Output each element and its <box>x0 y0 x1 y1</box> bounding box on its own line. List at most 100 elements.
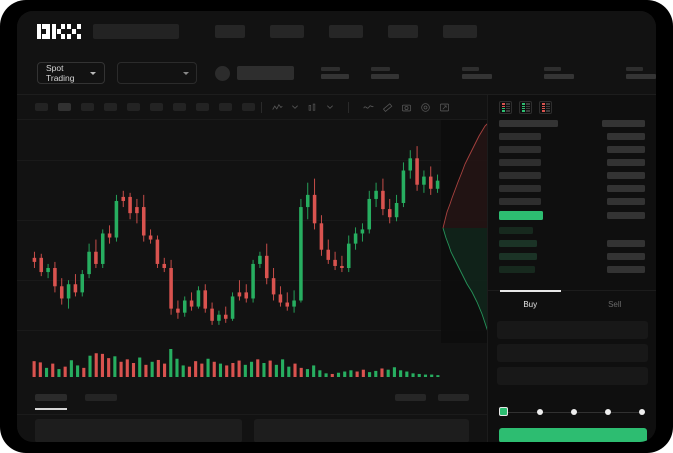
timeframe-5[interactable] <box>127 103 140 111</box>
okx-logo-icon[interactable] <box>37 24 81 39</box>
submit-buy-button[interactable] <box>499 428 647 442</box>
price-chart[interactable] <box>17 120 487 388</box>
gridline <box>17 330 487 331</box>
orderbook-bid-row[interactable] <box>499 227 533 234</box>
tab-buy[interactable]: Buy <box>488 290 573 318</box>
order-amount-field[interactable] <box>497 344 648 362</box>
market-header: Spot Trading <box>17 52 656 95</box>
orderbook-asks-icon[interactable] <box>539 101 552 114</box>
orders-actions <box>395 394 469 401</box>
orderbook-both-icon[interactable] <box>499 101 512 114</box>
orders-tabs <box>35 394 117 401</box>
orderbook-ask-row[interactable] <box>499 146 541 153</box>
order-total-field[interactable] <box>497 367 648 385</box>
orderbook-mode-selector <box>488 95 656 114</box>
nav-item-5[interactable] <box>442 25 477 38</box>
nav-item-4[interactable] <box>387 25 418 38</box>
orderbook-ask-row[interactable] <box>499 198 541 205</box>
orderbook-bid-row[interactable] <box>499 253 537 260</box>
stat-label <box>371 66 390 72</box>
orderbook-header-left <box>499 120 558 127</box>
orders-action-1[interactable] <box>395 394 426 401</box>
slider-stop-75[interactable] <box>605 409 611 415</box>
depth-chart-overlay <box>441 120 493 343</box>
orders-tab-1[interactable] <box>35 394 67 401</box>
timeframe-6[interactable] <box>150 103 163 111</box>
orderbook-size-row[interactable] <box>607 146 645 153</box>
market-stats-far <box>462 66 656 80</box>
timeframe-4[interactable] <box>104 103 117 111</box>
settings-icon[interactable] <box>420 102 431 113</box>
stat-value <box>626 74 656 80</box>
orderbook-ask-row[interactable] <box>499 185 541 192</box>
camera-icon[interactable] <box>401 102 412 113</box>
trading-pair-dropdown[interactable] <box>117 62 197 84</box>
coin-icon <box>215 65 230 81</box>
slider-stop-100[interactable] <box>639 409 645 415</box>
active-tab-underline <box>35 408 67 410</box>
nav-item-2[interactable] <box>269 25 304 38</box>
order-form-fields <box>488 321 656 390</box>
timeframe-8[interactable] <box>196 103 209 111</box>
orders-tab-2[interactable] <box>85 394 117 401</box>
nav-item-3[interactable] <box>328 25 363 38</box>
timeframe-2[interactable] <box>58 103 71 111</box>
slider-handle[interactable] <box>499 407 508 416</box>
orderbook-ask-row[interactable] <box>499 133 541 140</box>
orderbook-size-row[interactable] <box>607 185 645 192</box>
slider-stop-50[interactable] <box>571 409 577 415</box>
orderbook-size-row[interactable] <box>607 212 645 219</box>
orders-card-2[interactable] <box>254 419 469 442</box>
chart-type-icon[interactable] <box>307 102 318 113</box>
chevron-down-icon[interactable] <box>291 103 299 111</box>
orderbook-size-row[interactable] <box>607 172 645 179</box>
search-input[interactable] <box>92 24 179 39</box>
wave-icon[interactable] <box>363 102 374 113</box>
orderbook-size-row[interactable] <box>607 133 645 140</box>
orderbook-bid-row[interactable] <box>499 240 537 247</box>
top-navigation-bar <box>17 11 656 52</box>
orderbook-size-row[interactable] <box>607 159 645 166</box>
timeframe-3[interactable] <box>81 103 94 111</box>
ruler-icon[interactable] <box>382 102 393 113</box>
toolbar-divider <box>261 101 262 113</box>
orderbook-size-row[interactable] <box>607 198 645 205</box>
screen: Spot Trading <box>17 11 656 442</box>
stat-value <box>544 74 574 80</box>
orders-panel <box>17 388 487 442</box>
fullscreen-icon[interactable] <box>439 102 450 113</box>
last-price <box>237 66 294 80</box>
timeframe-1[interactable] <box>35 103 48 111</box>
gridline <box>17 160 487 161</box>
stat-group-3 <box>462 66 492 80</box>
orderbook-size-row[interactable] <box>607 240 645 247</box>
indicators-icon[interactable] <box>272 102 283 113</box>
stat-group-1 <box>321 66 349 80</box>
nav-item-1[interactable] <box>214 25 245 38</box>
orderbook-size-row[interactable] <box>607 266 645 273</box>
slider-stop-25[interactable] <box>537 409 543 415</box>
timeframe-7[interactable] <box>173 103 186 111</box>
orderbook-bids-icon[interactable] <box>519 101 532 114</box>
orders-card-1[interactable] <box>35 419 243 442</box>
market-type-dropdown[interactable]: Spot Trading <box>37 62 106 84</box>
chart-toolbar <box>17 95 487 120</box>
order-price-field[interactable] <box>497 321 648 339</box>
gridline <box>17 220 487 221</box>
orderbook-ask-row[interactable] <box>499 172 541 179</box>
orderbook-size-row[interactable] <box>607 253 645 260</box>
orderbook-ask-row[interactable] <box>499 159 541 166</box>
chevron-down-icon[interactable] <box>326 103 334 111</box>
market-stats-near <box>321 66 399 80</box>
orderbook-last-price[interactable] <box>499 211 543 220</box>
orderbook-panel: Buy Sell <box>487 95 656 442</box>
amount-percent-slider[interactable] <box>499 406 647 420</box>
orderbook-rows[interactable] <box>488 120 656 300</box>
orderbook-bid-row[interactable] <box>499 266 535 273</box>
timeframe-10[interactable] <box>242 103 255 111</box>
tab-sell[interactable]: Sell <box>608 300 622 309</box>
orders-action-2[interactable] <box>438 394 469 401</box>
timeframe-9[interactable] <box>219 103 232 111</box>
stat-group-5 <box>626 66 656 80</box>
